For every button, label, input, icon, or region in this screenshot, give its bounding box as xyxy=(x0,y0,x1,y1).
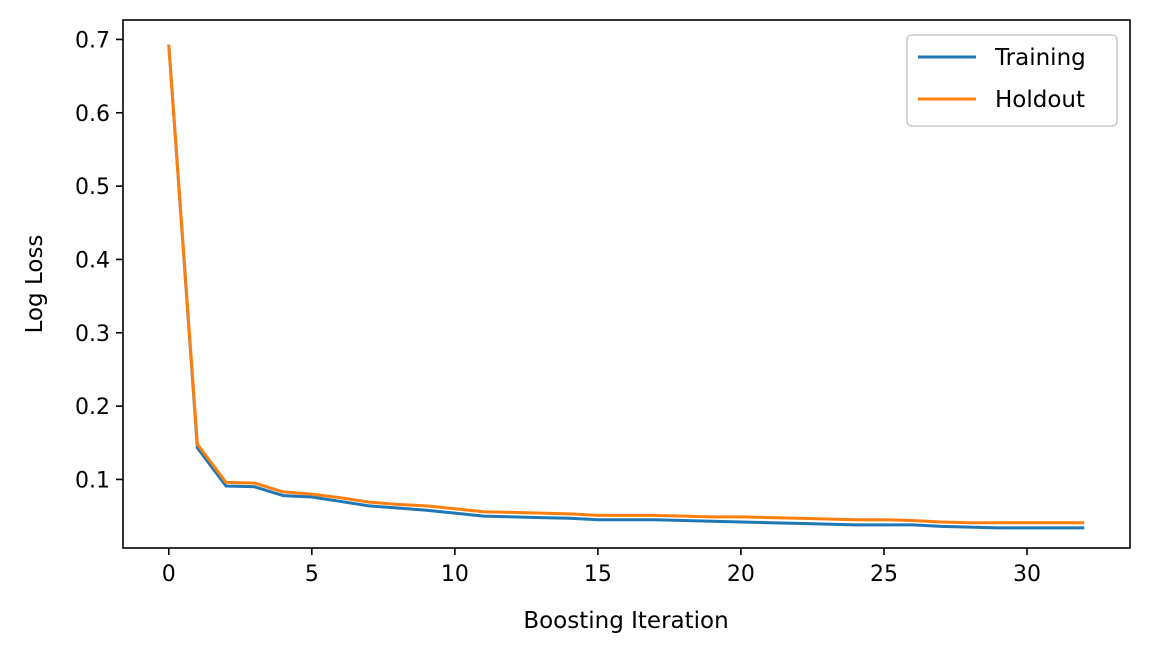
y-tick-label: 0.4 xyxy=(75,248,110,273)
x-axis-label: Boosting Iteration xyxy=(523,608,728,634)
series-line-training xyxy=(167,44,1085,530)
y-tick-label: 0.1 xyxy=(75,468,110,493)
x-axis: 0 5 10 15 20 25 30 xyxy=(162,548,1041,587)
y-tick-label: 0.7 xyxy=(75,28,110,53)
x-tick-label: 30 xyxy=(1013,562,1041,587)
series-line-holdout xyxy=(167,44,1085,525)
x-tick-label: 20 xyxy=(727,562,755,587)
y-tick-label: 0.6 xyxy=(75,102,110,127)
series-layer xyxy=(167,44,1085,530)
legend-holdout-label: Holdout xyxy=(995,87,1085,113)
y-tick-label: 0.3 xyxy=(75,322,110,347)
legend: Training Holdout xyxy=(906,34,1118,127)
y-axis-label: Log Loss xyxy=(22,235,48,334)
x-tick-label: 5 xyxy=(305,562,319,587)
plot-frame xyxy=(122,19,1131,549)
y-tick-label: 0.2 xyxy=(75,395,110,420)
x-tick-label: 0 xyxy=(162,562,176,587)
legend-training-label: Training xyxy=(994,45,1086,71)
y-tick-label: 0.5 xyxy=(75,175,110,200)
x-tick-label: 15 xyxy=(584,562,612,587)
y-axis: 0.1 0.2 0.3 0.4 0.5 0.6 0.7 xyxy=(75,28,123,493)
x-tick-label: 10 xyxy=(441,562,469,587)
x-tick-label: 25 xyxy=(870,562,898,587)
